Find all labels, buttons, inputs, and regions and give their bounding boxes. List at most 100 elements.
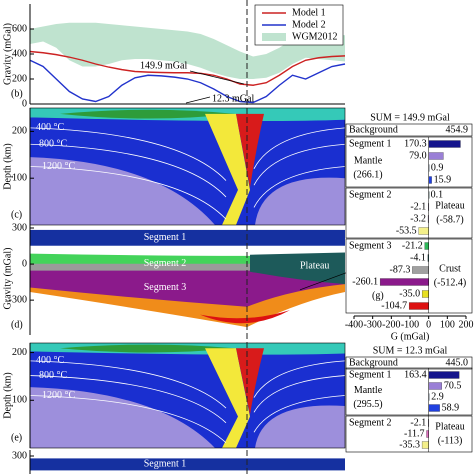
y-axis-label: Depth (km)	[2, 372, 13, 418]
segment-banner	[30, 458, 345, 471]
contribution-bar	[428, 382, 442, 390]
x-tick-label: -300	[363, 319, 381, 330]
background-value: 454.9	[446, 124, 469, 135]
group-name: Crust	[439, 263, 461, 274]
panel-label: (d)	[11, 319, 23, 330]
background-box	[345, 356, 473, 370]
value-label: 58.9	[442, 402, 460, 413]
group-name: Mantle	[354, 385, 383, 396]
value-label: -53.5	[396, 225, 417, 236]
green-body	[30, 253, 250, 264]
value-label: 15.9	[434, 174, 452, 185]
segment-name: Segment 1	[349, 138, 392, 149]
isotherm-label: 800 °C	[39, 370, 67, 381]
annotation-arrow	[185, 96, 211, 104]
group-name: Mantle	[354, 155, 383, 166]
isotherm-label: 1200 °C	[42, 390, 75, 401]
x-tick-label: -100	[401, 319, 419, 330]
segment-label: Segment 1	[144, 232, 187, 243]
segment-box	[345, 136, 473, 188]
isotherm	[253, 360, 346, 398]
y-tick-label: 0	[22, 258, 27, 269]
isotherm-label: 400 °C	[36, 122, 64, 133]
legend-label: WGM2012	[292, 31, 338, 42]
value-label: -21.2	[402, 240, 423, 251]
legend-label: Model 1	[292, 7, 326, 18]
wedge	[236, 348, 264, 415]
region-label: Plateau	[300, 260, 329, 271]
segment-box	[345, 238, 473, 314]
value-label: 163.4	[404, 369, 427, 380]
y-tick-label: 100	[12, 172, 27, 183]
segment-banner	[30, 229, 345, 246]
legend-label: Model 2	[292, 19, 326, 30]
segment-name: Segment 1	[349, 369, 392, 380]
contribution-bar	[421, 290, 429, 298]
contribution-bar	[418, 227, 429, 235]
arc	[60, 344, 235, 353]
segment-label: Segment 1	[144, 459, 187, 470]
value-label: -104.7	[381, 300, 407, 311]
annotation: 12.3 mGal	[212, 93, 254, 104]
contribution-bar	[428, 152, 444, 160]
panel-label: (e)	[11, 432, 22, 443]
segment-label: Segment 3	[144, 282, 187, 293]
group-total: (-512.4)	[434, 277, 467, 288]
y-tick-label: -300	[9, 294, 27, 305]
segment-name: Segment 2	[349, 417, 392, 428]
isotherm	[253, 127, 346, 170]
group-name: Plateau	[435, 200, 464, 211]
table-title: SUM = 12.3 mGal	[373, 345, 448, 356]
y-axis-label: Gravity (mGal)	[2, 23, 13, 85]
contribution-bar	[428, 371, 460, 379]
contribution-bar	[428, 176, 432, 184]
table-title: SUM = 149.9 mGal	[370, 112, 450, 123]
x-tick-label: -400	[345, 319, 363, 330]
y-tick-label: 0	[22, 98, 27, 109]
group-total: (266.1)	[353, 169, 382, 180]
value-label: -4.1	[410, 252, 426, 263]
model-line	[29, 50, 346, 86]
y-tick-label: 200	[12, 126, 27, 137]
y-tick-label: 600	[12, 23, 27, 34]
value-label: -87.3	[390, 264, 411, 275]
isotherm-label: 400 °C	[36, 355, 64, 366]
value-label: 170.3	[404, 138, 427, 149]
value-label: -35.3	[399, 439, 420, 450]
annotation: 149.9 mGal	[140, 60, 187, 71]
background-label: Background	[349, 124, 398, 135]
isotherm-label: 1200 °C	[42, 161, 75, 172]
value-label: -2.1	[410, 417, 426, 428]
group-total: (-58.7)	[436, 214, 464, 225]
wgm-band	[30, 22, 345, 79]
isotherm	[253, 395, 346, 433]
y-tick-label: 200	[12, 73, 27, 84]
y-axis-label: Gravity (mGal)	[2, 248, 13, 310]
contribution-bar	[428, 404, 440, 412]
isotherm	[29, 143, 227, 198]
y-tick-label: 300	[12, 222, 27, 233]
x-tick-label: 100	[440, 319, 455, 330]
isotherm	[29, 395, 227, 444]
x-tick-label: 200	[459, 319, 474, 330]
y-tick-label: 100	[12, 395, 27, 406]
plateau-body	[250, 252, 345, 285]
contribution-bar	[428, 140, 461, 148]
segment-box	[345, 415, 473, 453]
isotherm	[29, 166, 227, 220]
segment-name: Segment 3	[349, 240, 392, 251]
purple-body	[30, 267, 345, 307]
contribution-bar	[379, 278, 429, 286]
contribution-bar	[426, 430, 429, 438]
value-label: 2.9	[431, 391, 444, 402]
value-label: -11.7	[404, 428, 424, 439]
isotherm	[29, 127, 227, 181]
red-body	[200, 310, 290, 324]
x-axis-label: G (mGal)	[391, 331, 430, 342]
contribution-bar	[421, 441, 429, 449]
background-label: Background	[349, 357, 398, 368]
y-tick-label: 300	[12, 450, 27, 461]
segment-box	[345, 367, 473, 416]
value-label: -35.0	[399, 288, 420, 299]
slab	[205, 348, 250, 448]
